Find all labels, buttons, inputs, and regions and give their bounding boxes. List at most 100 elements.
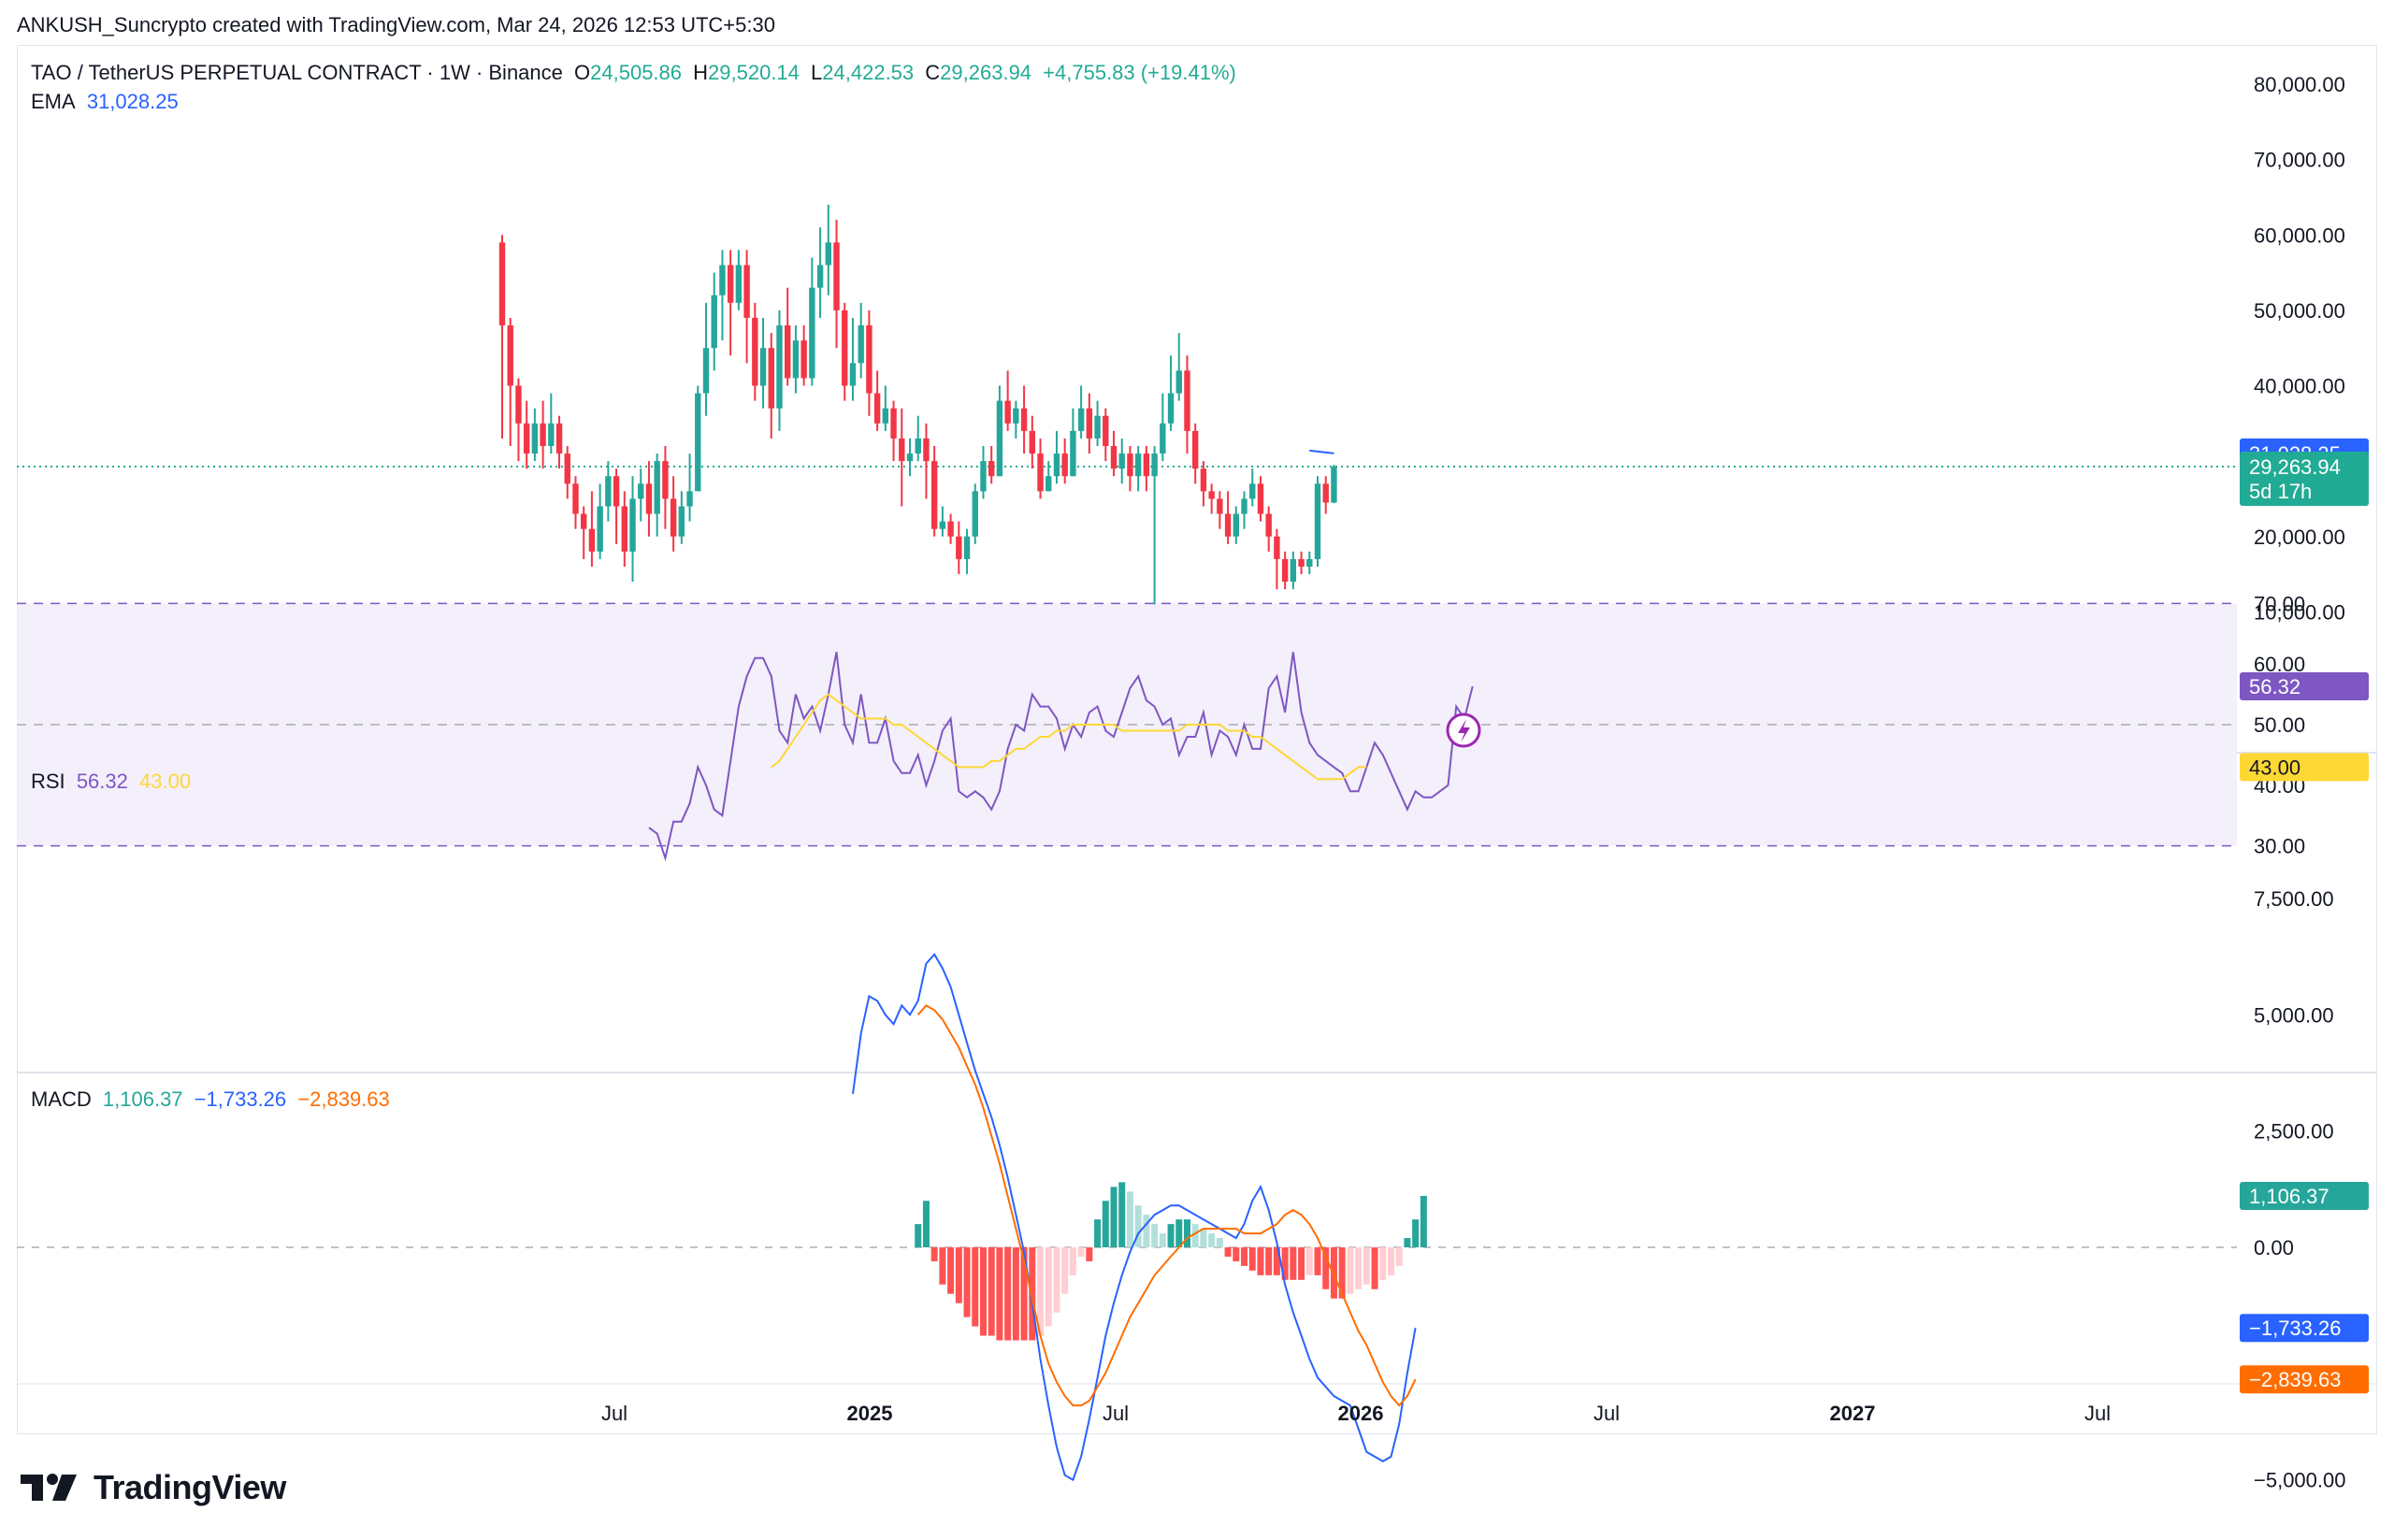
macd-line-tag: −1,733.26 xyxy=(2249,1317,2341,1340)
candle-body xyxy=(597,506,603,552)
macd-hist-tag-bg xyxy=(2240,1181,2369,1210)
macd-lines-group xyxy=(852,953,1417,1482)
candle-body xyxy=(621,506,627,552)
candle-body xyxy=(849,363,857,386)
time-axis-labels: Jul 2025 Jul 2026 Jul 2027 Jul xyxy=(601,1402,2111,1425)
macd-histogram-bar xyxy=(1143,1215,1150,1247)
candle-body xyxy=(540,423,546,446)
attribution-text: ANKUSH_Suncrypto created with TradingVie… xyxy=(17,13,775,36)
macd-signal-tag: −2,839.63 xyxy=(2249,1368,2341,1391)
macd-histogram-bar xyxy=(1191,1224,1199,1247)
macd-histogram-bar xyxy=(988,1247,995,1336)
candle-body xyxy=(1160,423,1166,454)
candle-body xyxy=(1217,498,1223,514)
macd-histogram-bar xyxy=(915,1224,922,1247)
countdown-tag: 5d 17h xyxy=(2249,480,2312,503)
tradingview-logo[interactable]: TradingView xyxy=(19,1468,286,1507)
high-value: 29,520.14 xyxy=(708,61,800,84)
candle-body xyxy=(523,423,530,454)
y-axis-tick-label: −5,000.00 xyxy=(2254,1469,2345,1492)
candle-body xyxy=(743,265,750,318)
candle-body xyxy=(1184,370,1190,431)
y-axis-tick-label: 20,000.00 xyxy=(2254,525,2345,549)
candle-body xyxy=(1322,483,1329,503)
rsi-ma-line xyxy=(771,693,1367,781)
macd-histogram-bar xyxy=(1094,1219,1102,1247)
candle-body xyxy=(1175,370,1182,394)
macd-histogram-bar xyxy=(1322,1247,1330,1289)
ema-label[interactable]: EMA xyxy=(31,90,76,113)
candle-body xyxy=(882,408,889,424)
candle-body xyxy=(816,265,824,288)
symbol-title[interactable]: TAO / TetherUS PERPETUAL CONTRACT · 1W ·… xyxy=(31,61,563,84)
rsi-ma-value: 43.00 xyxy=(139,770,192,793)
lightning-icon[interactable] xyxy=(1446,712,1481,748)
candle-body xyxy=(1208,491,1215,499)
open-label: O xyxy=(574,61,591,84)
candle-body xyxy=(833,242,840,310)
macd-histogram-bar xyxy=(1069,1247,1076,1275)
macd-legend: MACD 1,106.37 −1,733.26 −2,839.63 xyxy=(31,1087,396,1112)
candle-body xyxy=(572,483,579,514)
macd-histogram-bar xyxy=(955,1247,962,1303)
low-label: L xyxy=(811,61,823,84)
candle-body xyxy=(930,461,938,529)
macd-histogram-bar xyxy=(1102,1201,1109,1247)
macd-label[interactable]: MACD xyxy=(31,1087,92,1111)
candle-body xyxy=(776,325,783,409)
macd-histogram-bar xyxy=(1338,1247,1346,1299)
macd-histogram-bar xyxy=(1159,1233,1166,1247)
candle-body xyxy=(638,483,644,499)
rsi-label[interactable]: RSI xyxy=(31,770,65,793)
y-axis-tick-label: 40,000.00 xyxy=(2254,375,2345,398)
close-label: C xyxy=(925,61,941,84)
macd-histogram-bar xyxy=(1134,1205,1142,1247)
time-axis-label: Jul xyxy=(1594,1402,1620,1425)
candle-body xyxy=(1004,400,1011,424)
macd-histogram-bar xyxy=(1241,1247,1248,1266)
y-axis-tick-label: 80,000.00 xyxy=(2254,73,2345,96)
rsi-ma-value-tag-bg xyxy=(2240,753,2369,782)
candle-body xyxy=(1013,408,1019,424)
macd-histogram-bar xyxy=(1224,1247,1232,1257)
macd-histogram-bar xyxy=(947,1247,955,1294)
candles-group xyxy=(498,205,1337,605)
macd-histogram-bar xyxy=(996,1247,1003,1341)
candle-body xyxy=(785,325,791,379)
time-axis-label: 2027 xyxy=(1830,1402,1876,1425)
macd-histogram-bar xyxy=(1371,1247,1378,1289)
macd-histogram-bar xyxy=(1233,1247,1240,1261)
macd-line xyxy=(852,953,1417,1482)
macd-histogram-bar xyxy=(1257,1247,1264,1275)
macd-histogram-bar xyxy=(972,1247,979,1327)
candle-body xyxy=(1070,430,1076,477)
candle-body xyxy=(686,491,693,507)
candle-body xyxy=(678,506,685,537)
candle-body xyxy=(719,265,726,295)
macd-signal-line xyxy=(916,1004,1417,1407)
tradingview-logo-icon xyxy=(21,1474,77,1501)
candle-body xyxy=(1020,408,1028,431)
candle-body xyxy=(873,393,881,424)
macd-histogram-bar xyxy=(1175,1219,1183,1247)
macd-histogram-bar xyxy=(1037,1247,1045,1336)
candle-body xyxy=(1314,483,1321,559)
candle-body xyxy=(1143,453,1150,477)
y-axis-tick-label: 50.00 xyxy=(2254,713,2305,737)
macd-histogram-bar xyxy=(1387,1247,1394,1275)
close-value: 29,263.94 xyxy=(940,61,1032,84)
macd-histogram-bar xyxy=(1118,1182,1126,1247)
candle-body xyxy=(588,528,596,552)
candle-body xyxy=(564,453,570,484)
candle-body xyxy=(1224,513,1232,537)
macd-histogram-bar xyxy=(1012,1247,1019,1341)
macd-histogram-bar xyxy=(1404,1238,1411,1247)
time-axis-label: Jul xyxy=(2084,1402,2111,1425)
rsi-value: 56.32 xyxy=(76,770,128,793)
macd-histogram-bar xyxy=(1363,1247,1370,1285)
macd-hist-tag: 1,106.37 xyxy=(2249,1185,2329,1208)
macd-histogram-bar xyxy=(1126,1191,1133,1247)
macd-histogram-bar xyxy=(1167,1224,1175,1247)
macd-histogram-bar xyxy=(1029,1247,1036,1341)
